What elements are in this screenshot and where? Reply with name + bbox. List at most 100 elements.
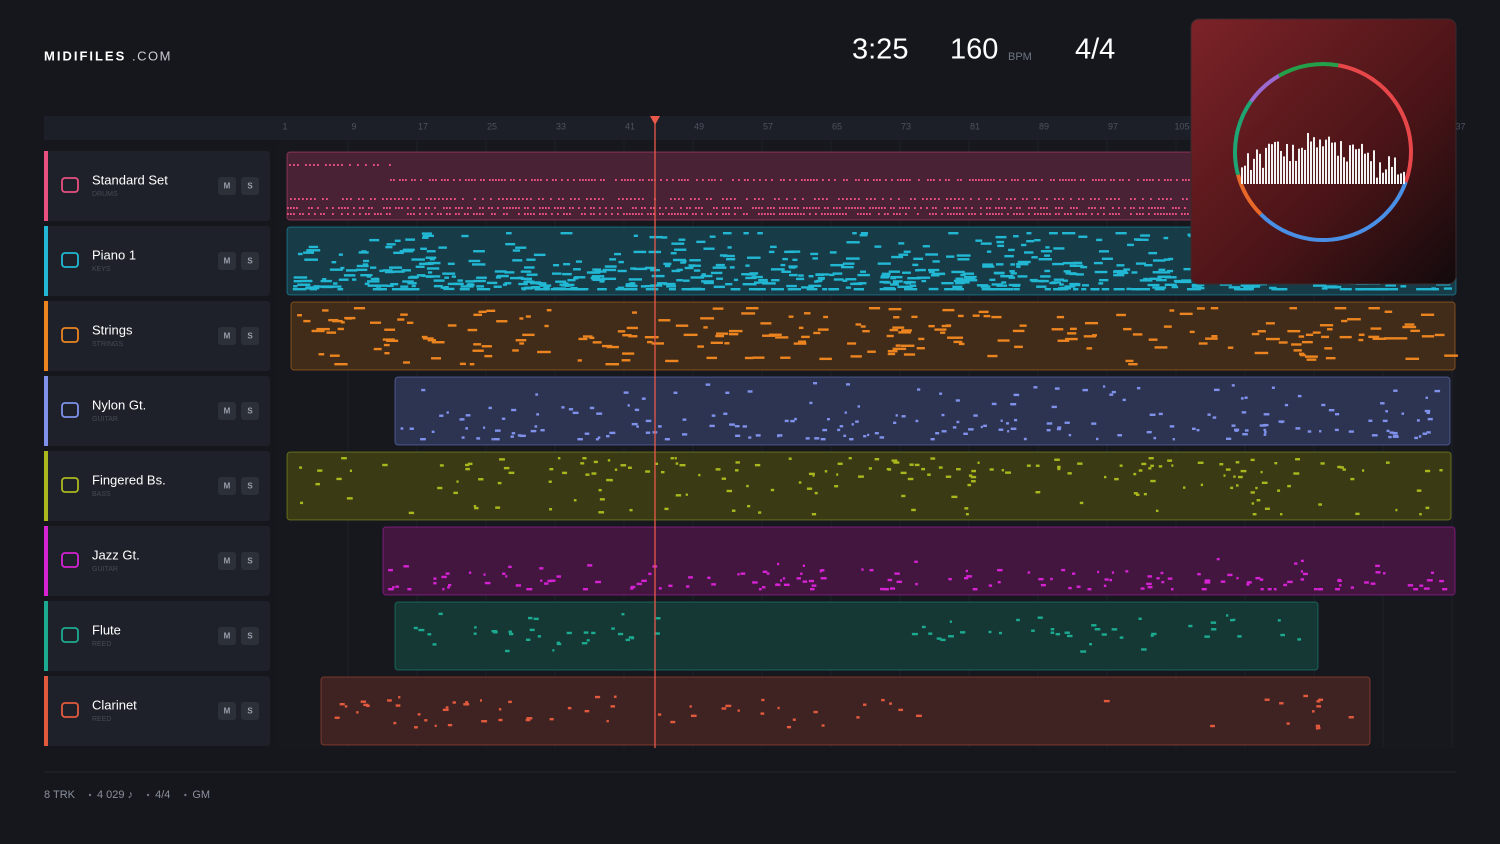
note: [1277, 619, 1281, 622]
track-header[interactable]: [44, 526, 270, 596]
note: [1166, 269, 1174, 273]
note: [416, 274, 425, 277]
track-header[interactable]: [44, 451, 270, 521]
solo-button[interactable]: [241, 402, 259, 420]
note: [429, 179, 431, 181]
mute-button[interactable]: [218, 552, 236, 570]
note: [683, 333, 698, 337]
note: [424, 719, 428, 722]
note: [698, 473, 701, 477]
note: [501, 417, 506, 420]
note: [1016, 207, 1018, 209]
track-header[interactable]: [44, 376, 270, 446]
track-header[interactable]: [44, 601, 270, 671]
note: [802, 564, 805, 567]
note: [1320, 462, 1325, 465]
note: [439, 464, 444, 467]
mute-button[interactable]: [218, 477, 236, 495]
ruler-label: 81: [970, 121, 980, 131]
note: [1023, 251, 1034, 254]
note: [890, 283, 899, 286]
note: [1375, 564, 1380, 568]
playhead-handle[interactable]: [650, 116, 660, 125]
note: [883, 281, 891, 284]
mute-button[interactable]: [218, 177, 236, 195]
solo-button[interactable]: [241, 627, 259, 645]
track-header[interactable]: [44, 151, 270, 221]
note: [1149, 413, 1156, 416]
note: [889, 587, 896, 590]
track-header[interactable]: [44, 226, 270, 296]
note: [1148, 457, 1154, 460]
note: [804, 312, 811, 315]
clip[interactable]: [394, 376, 1451, 446]
note: [1331, 285, 1338, 289]
note: [944, 207, 946, 209]
note: [1279, 702, 1284, 705]
note: [609, 431, 616, 435]
clip[interactable]: [286, 451, 1452, 521]
note: [305, 287, 317, 290]
note: [558, 198, 560, 200]
note: [641, 207, 643, 209]
note: [649, 235, 664, 239]
note: [912, 263, 919, 267]
mute-button[interactable]: [218, 402, 236, 420]
note: [761, 213, 763, 215]
mute-button[interactable]: [218, 627, 236, 645]
note: [674, 213, 676, 215]
note: [525, 179, 527, 181]
note: [693, 269, 701, 272]
note: [769, 333, 782, 336]
note: [786, 198, 788, 200]
note: [767, 213, 769, 215]
mute-button[interactable]: [218, 252, 236, 270]
track-header[interactable]: [44, 301, 270, 371]
ring-segment: [1249, 74, 1281, 103]
note: [1034, 198, 1036, 200]
solo-button[interactable]: [241, 552, 259, 570]
note: [297, 252, 303, 256]
note: [1110, 198, 1112, 200]
note: [611, 213, 613, 215]
note: [1382, 419, 1388, 423]
note: [1220, 580, 1226, 583]
note: [720, 179, 722, 181]
note: [426, 198, 428, 200]
solo-button[interactable]: [241, 177, 259, 195]
clip[interactable]: [394, 601, 1319, 671]
solo-button[interactable]: [241, 702, 259, 720]
note: [548, 207, 550, 209]
note: [446, 198, 448, 200]
note: [483, 573, 486, 576]
note: [1426, 431, 1431, 434]
note: [1157, 213, 1159, 215]
note: [683, 213, 685, 215]
note: [822, 198, 824, 200]
note: [1257, 330, 1266, 333]
note: [386, 213, 388, 215]
mute-button[interactable]: [218, 702, 236, 720]
note: [332, 213, 334, 215]
mute-button[interactable]: [218, 327, 236, 345]
note: [833, 213, 835, 215]
note: [364, 282, 370, 286]
note: [715, 468, 721, 471]
solo-button[interactable]: [241, 477, 259, 495]
clip[interactable]: [382, 526, 1456, 596]
note: [817, 279, 823, 282]
note: [511, 432, 516, 435]
track-header[interactable]: [44, 676, 270, 746]
clip[interactable]: [290, 301, 1456, 371]
note: [1094, 628, 1101, 631]
note: [386, 207, 388, 209]
note: [329, 268, 343, 271]
note: [782, 257, 788, 261]
note: [862, 703, 867, 706]
solo-button[interactable]: [241, 327, 259, 345]
note: [1064, 213, 1066, 215]
note: [633, 267, 648, 271]
clip[interactable]: [320, 676, 1371, 746]
solo-button[interactable]: [241, 252, 259, 270]
note: [1211, 335, 1218, 338]
